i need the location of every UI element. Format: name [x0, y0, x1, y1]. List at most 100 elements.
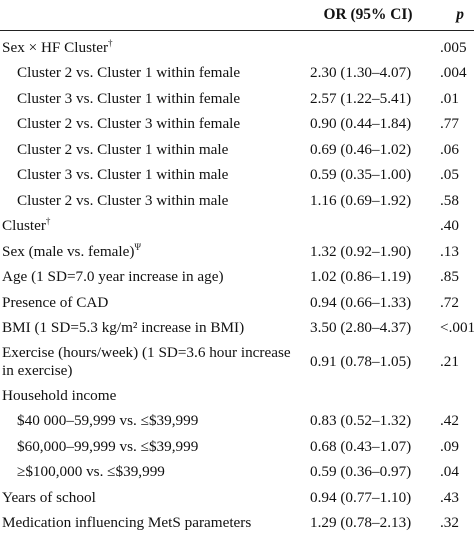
row-p-value: .72	[440, 293, 459, 311]
footnote-marker: †	[108, 37, 113, 48]
row-or-ci: 0.59 (0.35–1.00)	[310, 166, 412, 184]
table-row: ≥$100,000 vs. ≤$39,999 0.59 (0.36–0.97) .0…	[0, 460, 474, 486]
row-p-value: <.001	[440, 319, 474, 337]
row-label: Age (1 SD=7.0 year increase in age)	[2, 268, 224, 286]
row-label-cell: Cluster 2 vs. Cluster 1 within female	[0, 61, 304, 87]
row-label-cell: Exercise (hours/week) (1 SD=3.6 hour inc…	[0, 341, 304, 383]
row-label-cell: $60,000–99,999 vs. ≤$39,999	[0, 434, 304, 460]
row-label-cell: ≥$100,000 vs. ≤$39,999	[0, 460, 304, 486]
footnote-marker: †	[45, 216, 51, 227]
row-or-ci: 2.30 (1.30–4.07)	[310, 64, 412, 82]
row-label-cell: Cluster 3 vs. Cluster 1 within female	[0, 86, 304, 112]
row-label: Cluster 3 vs. Cluster 1 within female	[17, 89, 241, 107]
row-label: Cluster 2 vs. Cluster 1 within male	[17, 140, 229, 158]
row-or-ci	[304, 214, 428, 240]
row-label: Cluster 2 vs. Cluster 1 within female	[17, 64, 241, 82]
row-p-value: .09	[440, 437, 459, 455]
row-p-value	[428, 383, 474, 409]
row-or-ci: 0.68 (0.43–1.07)	[310, 437, 412, 455]
table-row: Cluster† .40	[0, 214, 474, 240]
row-or-ci: 1.16 (0.69–1.92)	[310, 191, 412, 209]
table-row: Cluster 2 vs. Cluster 3 within male 1.16 …	[0, 188, 474, 214]
table-row: Presence of CAD 0.94 (0.66–1.33) .72	[0, 290, 474, 316]
header-row: OR (95% CI) p	[0, 0, 474, 31]
row-or-ci	[304, 31, 428, 61]
table-row: Cluster 3 vs. Cluster 1 within female 2.5…	[0, 86, 474, 112]
row-label: $40 000–59,999 vs. ≤$39,999	[17, 412, 199, 430]
row-label-cell: BMI (1 SD=5.3 kg/m² increase in BMI)	[0, 316, 304, 342]
header-p: p	[428, 0, 474, 31]
row-or-ci: 1.02 (0.86–1.19)	[310, 268, 412, 286]
row-p-value: .77	[440, 115, 459, 133]
row-p-value: .04	[440, 463, 459, 481]
table-header: OR (95% CI) p	[0, 0, 474, 31]
row-p-value: .21	[440, 353, 459, 370]
row-p-value: .06	[440, 140, 459, 158]
table-body: Sex × HF Cluster† .005 Cluster 2 vs. Clust…	[0, 31, 474, 537]
row-label: Exercise (hours/week) (1 SD=3.6 hour inc…	[2, 344, 291, 379]
table-row: Household income	[0, 383, 474, 409]
row-p-value: .40	[440, 217, 459, 235]
row-p-value: .58	[440, 191, 459, 209]
row-or-ci: 0.91 (0.78–1.05)	[310, 353, 412, 370]
row-or-ci: 1.29 (0.78–2.13)	[310, 514, 412, 532]
table-row: Cluster 2 vs. Cluster 3 within female 0.9…	[0, 112, 474, 138]
row-label-cell: Medication influencing MetS parameters	[0, 511, 304, 537]
row-label: Medication influencing MetS parameters	[2, 514, 252, 532]
row-label: Cluster 2 vs. Cluster 3 within female	[17, 115, 241, 133]
header-label-cell	[0, 0, 304, 31]
row-p-value: .85	[440, 268, 459, 286]
row-label-cell: Presence of CAD	[0, 290, 304, 316]
table-row: Age (1 SD=7.0 year increase in age) 1.02 …	[0, 265, 474, 291]
table-row: Sex × HF Cluster† .005	[0, 31, 474, 61]
table-row: Cluster 2 vs. Cluster 1 within female 2.3…	[0, 61, 474, 87]
row-label: Household income	[2, 386, 117, 404]
row-or-ci	[304, 383, 428, 409]
row-label: Presence of CAD	[2, 293, 109, 311]
row-p-value: .13	[440, 242, 459, 260]
row-label-cell: Cluster†	[0, 214, 304, 240]
row-label-cell: Age (1 SD=7.0 year increase in age)	[0, 265, 304, 291]
row-label: Sex × HF Cluster	[2, 38, 109, 56]
row-label: Sex (male vs. female)	[2, 242, 135, 260]
row-or-ci: 0.83 (0.52–1.32)	[310, 412, 412, 430]
table-row: $60,000–99,999 vs. ≤$39,999 0.68 (0.43–1.…	[0, 434, 474, 460]
row-or-ci: 1.32 (0.92–1.90)	[310, 242, 412, 260]
row-or-ci: 0.94 (0.77–1.10)	[310, 488, 412, 506]
table-row: BMI (1 SD=5.3 kg/m² increase in BMI) 3.50…	[0, 316, 474, 342]
row-label-cell: $40 000–59,999 vs. ≤$39,999	[0, 409, 304, 435]
table-row: Medication influencing MetS parameters 1.…	[0, 511, 474, 537]
table-row: Exercise (hours/week) (1 SD=3.6 hour inc…	[0, 341, 474, 383]
row-label: BMI (1 SD=5.3 kg/m² increase in BMI)	[2, 319, 245, 337]
row-p-value: .32	[440, 514, 459, 532]
table-row: $40 000–59,999 vs. ≤$39,999 0.83 (0.52–1.…	[0, 409, 474, 435]
row-p-value: .01	[440, 89, 459, 107]
row-label: Cluster 3 vs. Cluster 1 within male	[17, 166, 229, 184]
row-label-cell: Cluster 2 vs. Cluster 3 within male	[0, 188, 304, 214]
row-label-cell: Cluster 2 vs. Cluster 3 within female	[0, 112, 304, 138]
row-label-cell: Sex × HF Cluster†	[0, 31, 304, 61]
row-label-cell: Cluster 2 vs. Cluster 1 within male	[0, 137, 304, 163]
row-label: ≥$100,000 vs. ≤$39,999	[17, 463, 165, 481]
row-p-value: .005	[440, 38, 467, 56]
header-or: OR (95% CI)	[304, 0, 428, 31]
row-p-value: .05	[440, 166, 459, 184]
table-row: Sex (male vs. female)Ψ 1.32 (0.92–1.90) .1…	[0, 239, 474, 265]
row-p-value: .004	[440, 64, 467, 82]
row-label-cell: Cluster 3 vs. Cluster 1 within male	[0, 163, 304, 189]
row-p-value: .43	[440, 488, 459, 506]
table-row: Years of school 0.94 (0.77–1.10) .43	[0, 485, 474, 511]
row-label: Cluster	[2, 217, 46, 235]
row-or-ci: 0.59 (0.36–0.97)	[310, 463, 412, 481]
row-label: Years of school	[2, 488, 96, 506]
row-label-cell: Years of school	[0, 485, 304, 511]
row-or-ci: 0.69 (0.46–1.02)	[310, 140, 412, 158]
row-p-value: .42	[440, 412, 459, 430]
row-label: Cluster 2 vs. Cluster 3 within male	[17, 191, 229, 209]
row-or-ci: 3.50 (2.80–4.37)	[310, 319, 412, 337]
table-row: Cluster 3 vs. Cluster 1 within male 0.59 …	[0, 163, 474, 189]
footnote-marker: Ψ	[134, 241, 142, 252]
row-label-cell: Household income	[0, 383, 304, 409]
